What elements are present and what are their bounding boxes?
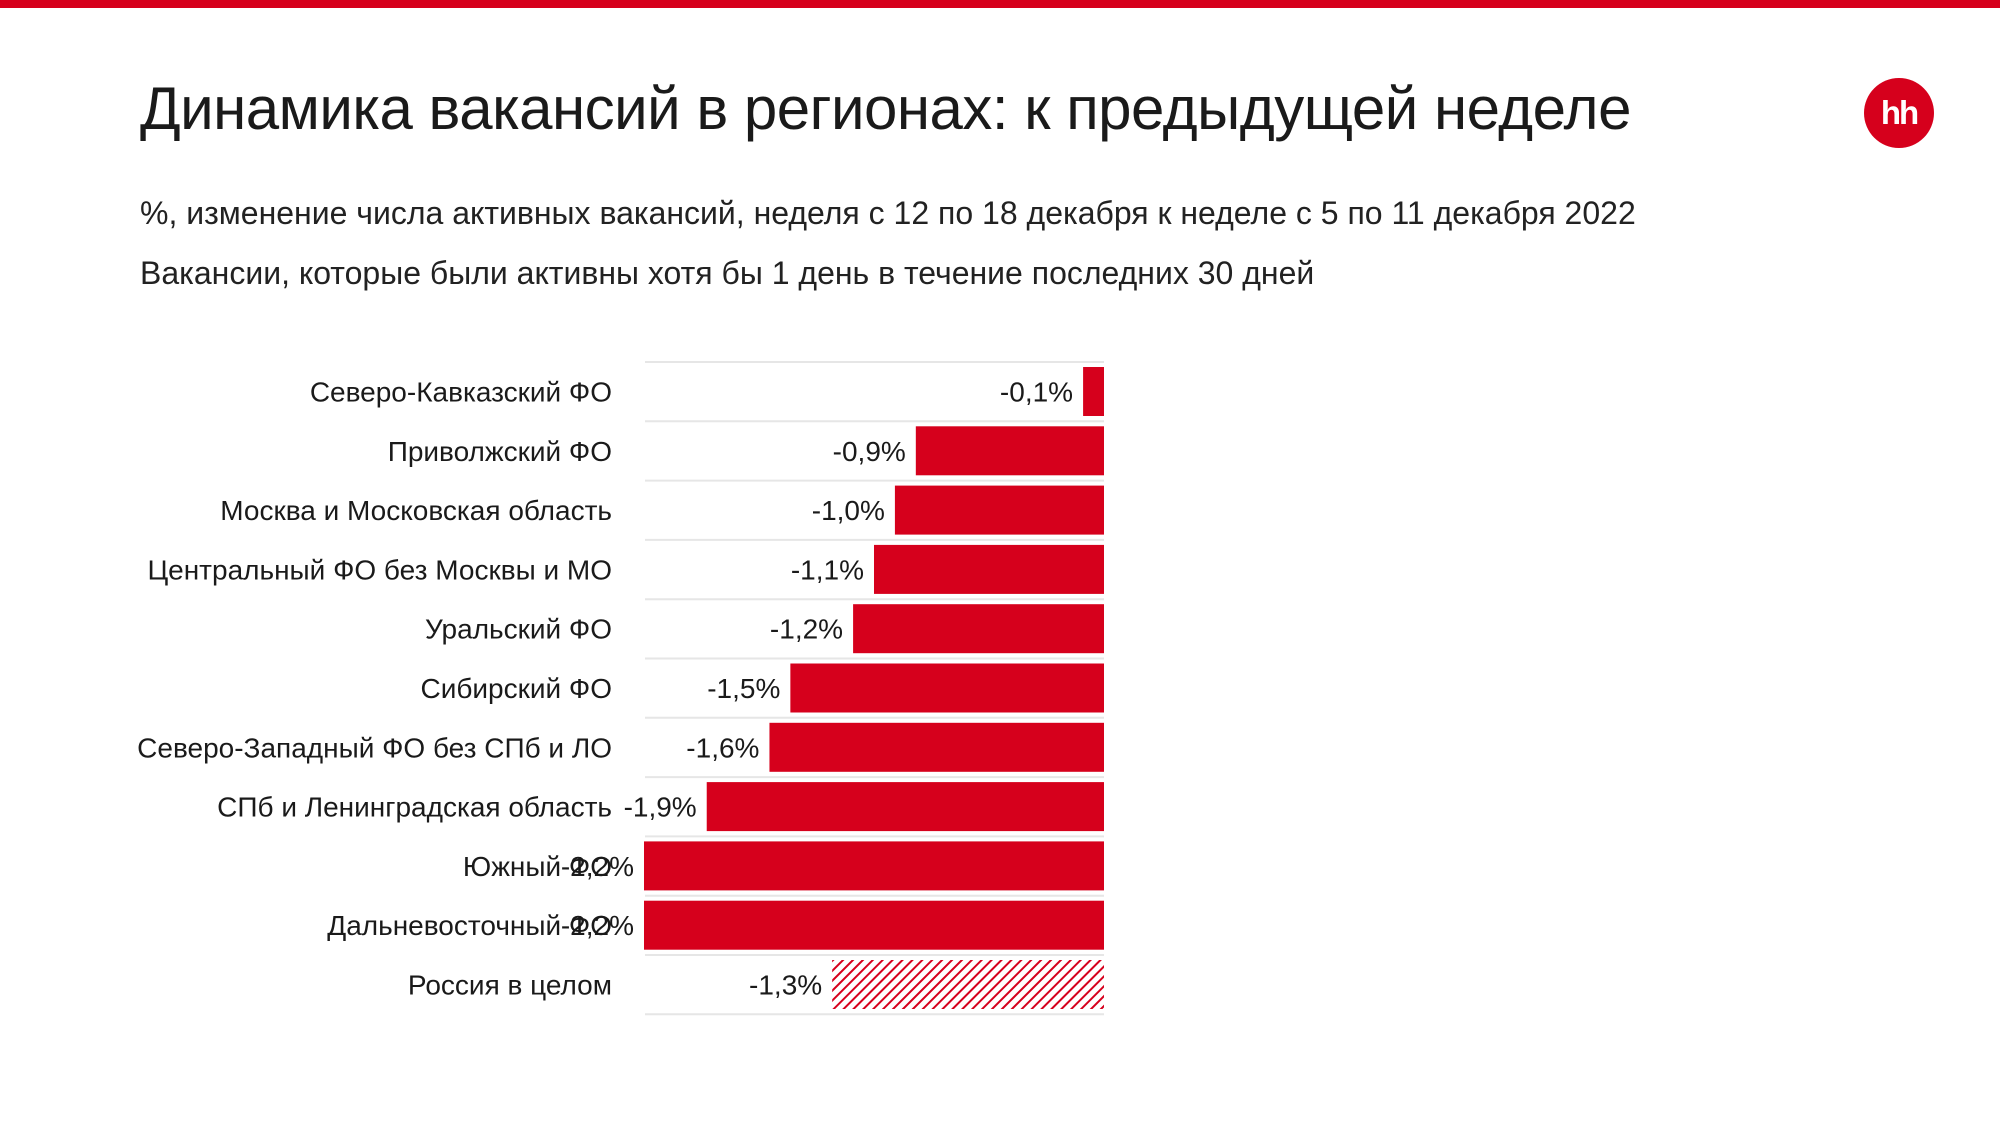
- category-label: Южный ФО: [463, 851, 612, 882]
- page-title: Динамика вакансий в регионах: к предыдущ…: [140, 75, 1631, 142]
- bar: [853, 604, 1104, 654]
- data-label: -2,2%: [561, 851, 634, 882]
- data-label: -1,2%: [770, 614, 843, 645]
- bar: [894, 485, 1104, 535]
- data-label: -1,3%: [749, 970, 822, 1001]
- category-label: Северо-Кавказский ФО: [310, 377, 612, 408]
- hh-logo: hh: [1864, 78, 1934, 148]
- category-label: Уральский ФО: [425, 614, 612, 645]
- chart-subtitle: %, изменение числа активных вакансий, не…: [140, 195, 1636, 231]
- bar: [644, 841, 1104, 891]
- category-label: Москва и Московская область: [220, 495, 612, 526]
- data-label: -1,5%: [707, 673, 780, 704]
- bar: [790, 663, 1104, 713]
- category-label: СПб и Ленинградская область: [217, 792, 612, 823]
- data-label: -1,0%: [812, 495, 885, 526]
- bar: [1083, 367, 1104, 416]
- category-label: Приволжский ФО: [388, 436, 612, 467]
- top-accent-stripe: [0, 0, 2000, 8]
- data-label: -1,1%: [791, 554, 864, 585]
- bar: [769, 722, 1104, 772]
- category-label: Центральный ФО без Москвы и МО: [147, 554, 612, 585]
- category-label: Дальневосточный ФО: [327, 910, 612, 941]
- bar: [706, 782, 1104, 832]
- bar: [915, 426, 1104, 476]
- data-label: -2,2%: [561, 910, 634, 941]
- chart-note: Вакансии, которые были активны хотя бы 1…: [140, 255, 1315, 291]
- category-label: Северо-Западный ФО без СПб и ЛО: [137, 732, 612, 763]
- data-label: -1,9%: [624, 792, 697, 823]
- data-label: -0,9%: [833, 436, 906, 467]
- data-label: -1,6%: [686, 732, 759, 763]
- category-label: Сибирский ФО: [421, 673, 613, 704]
- category-label: Россия в целом: [408, 970, 612, 1001]
- bar: [874, 544, 1104, 594]
- bar: [644, 900, 1104, 950]
- bar-total: [832, 960, 1104, 1009]
- data-label: -0,1%: [1000, 377, 1073, 408]
